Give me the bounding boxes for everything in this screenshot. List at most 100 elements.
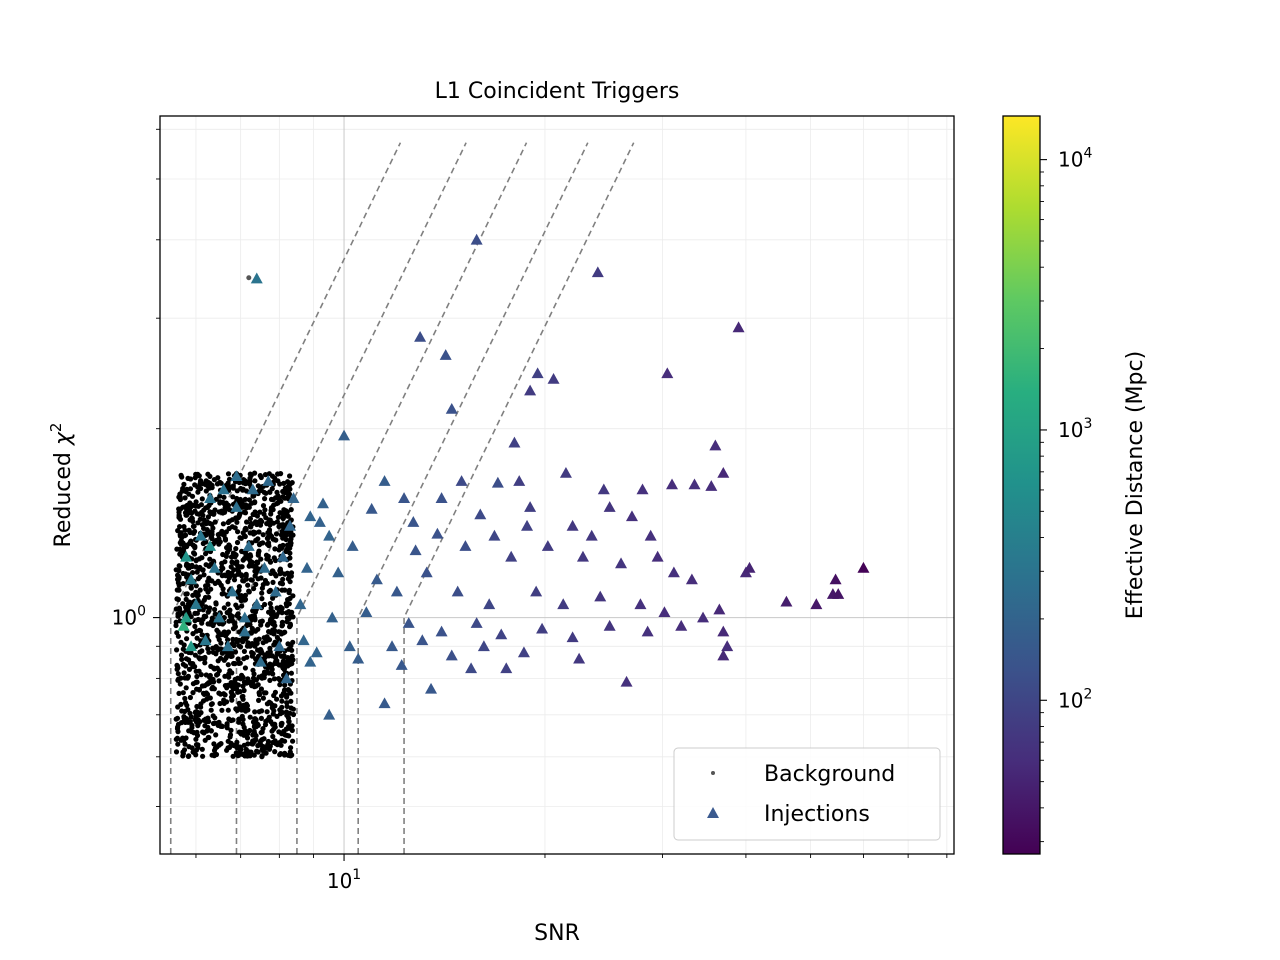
background-point bbox=[233, 706, 239, 712]
injection-point bbox=[435, 625, 448, 637]
injection-point bbox=[709, 439, 722, 451]
injection-point bbox=[230, 470, 243, 482]
background-point bbox=[192, 528, 198, 535]
background-point bbox=[221, 605, 227, 611]
background-point bbox=[235, 675, 241, 681]
injection-point bbox=[666, 478, 679, 490]
background-point bbox=[249, 683, 255, 689]
background-point bbox=[232, 620, 238, 626]
background-point bbox=[287, 579, 293, 585]
background-point bbox=[270, 568, 276, 575]
background-point bbox=[198, 710, 204, 716]
background-point bbox=[195, 503, 201, 509]
background-point bbox=[241, 555, 248, 562]
background-point bbox=[223, 553, 229, 560]
background-point bbox=[263, 750, 269, 756]
background-point bbox=[266, 629, 272, 635]
background-point bbox=[247, 562, 253, 568]
background-point bbox=[173, 567, 179, 573]
background-point bbox=[286, 601, 292, 607]
background-point bbox=[272, 749, 278, 755]
background-point bbox=[194, 729, 200, 736]
background-point bbox=[288, 670, 294, 676]
background-point bbox=[277, 481, 283, 487]
background-point bbox=[185, 707, 191, 713]
background-point bbox=[201, 717, 207, 723]
background-point bbox=[202, 654, 208, 661]
background-point bbox=[253, 537, 259, 544]
background-point bbox=[264, 622, 271, 628]
background-point bbox=[177, 606, 183, 613]
background-point bbox=[207, 695, 213, 701]
injection-point bbox=[524, 384, 537, 396]
background-point bbox=[267, 677, 273, 684]
injection-point bbox=[284, 519, 297, 531]
background-point bbox=[280, 658, 286, 664]
background-point bbox=[290, 711, 297, 718]
background-point bbox=[259, 708, 265, 714]
injection-point bbox=[360, 606, 373, 617]
background-point bbox=[244, 735, 251, 741]
background-point bbox=[195, 717, 201, 723]
injection-point bbox=[559, 466, 572, 478]
colorbar-tick-label: 102 bbox=[1058, 686, 1092, 712]
background-point bbox=[247, 516, 253, 522]
injection-point bbox=[280, 672, 293, 684]
threshold-curve bbox=[403, 142, 635, 854]
injection-point bbox=[431, 527, 444, 539]
background-point bbox=[212, 611, 218, 617]
background-point bbox=[226, 476, 233, 482]
background-point bbox=[290, 738, 296, 744]
injection-point bbox=[513, 475, 526, 486]
injection-point bbox=[531, 367, 544, 379]
background-point bbox=[277, 566, 283, 572]
injection-point bbox=[857, 561, 870, 573]
background-point bbox=[200, 753, 206, 759]
background-point bbox=[287, 622, 293, 629]
background-point bbox=[188, 650, 194, 656]
background-point bbox=[231, 643, 237, 649]
injection-point bbox=[667, 566, 680, 578]
background-point bbox=[176, 512, 182, 518]
injection-point bbox=[573, 652, 586, 664]
background-point bbox=[284, 547, 290, 553]
background-point bbox=[183, 604, 189, 610]
background-point bbox=[241, 679, 247, 685]
background-point bbox=[260, 532, 266, 538]
injection-point bbox=[238, 611, 251, 623]
injection-point bbox=[238, 625, 251, 637]
colorbar: 102 103 104 Effective Distance (Mpc) bbox=[1002, 115, 1148, 855]
injection-point bbox=[705, 480, 718, 491]
injection-point bbox=[213, 611, 226, 623]
background-point bbox=[285, 715, 292, 721]
background-point bbox=[262, 472, 269, 478]
colorbar-label: Effective Distance (Mpc) bbox=[1123, 351, 1148, 619]
background-point bbox=[205, 582, 211, 588]
background-point bbox=[267, 531, 273, 537]
injection-point bbox=[390, 585, 403, 597]
injection-point bbox=[180, 550, 193, 562]
background-point bbox=[195, 471, 201, 477]
background-point bbox=[270, 733, 276, 740]
background-point bbox=[284, 700, 290, 706]
background-point bbox=[265, 535, 271, 542]
background-point bbox=[277, 629, 284, 635]
background-point bbox=[282, 587, 288, 593]
injection-point bbox=[644, 529, 657, 541]
background-point bbox=[277, 580, 283, 586]
background-point bbox=[231, 577, 238, 583]
background-point bbox=[240, 683, 246, 689]
background-point bbox=[234, 612, 240, 619]
background-point bbox=[271, 627, 278, 634]
threshold-curve bbox=[235, 142, 467, 854]
background-point bbox=[203, 488, 209, 494]
background-point bbox=[195, 520, 201, 526]
background-point bbox=[204, 691, 211, 698]
injection-point bbox=[352, 652, 365, 664]
injection-point bbox=[254, 655, 267, 667]
background-point bbox=[261, 489, 267, 495]
injection-point bbox=[547, 373, 560, 384]
background-point bbox=[247, 523, 253, 530]
background-point bbox=[208, 728, 214, 734]
background-point bbox=[288, 745, 294, 751]
